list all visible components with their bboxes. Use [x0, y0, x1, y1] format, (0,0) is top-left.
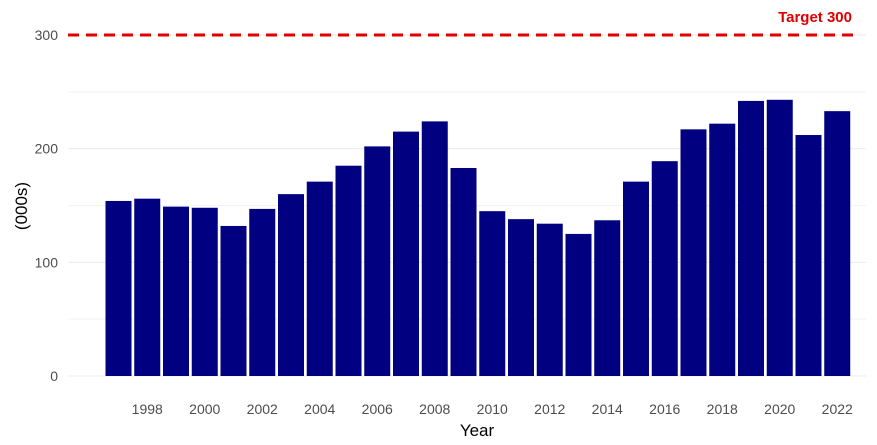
bar-2011 — [508, 219, 534, 376]
y-tick-label: 100 — [35, 254, 59, 270]
y-axis-title: (000s) — [12, 182, 31, 230]
x-tick-label: 2018 — [707, 401, 738, 417]
bar-2021 — [795, 135, 822, 376]
y-tick-label: 200 — [35, 141, 59, 157]
bar-2018 — [709, 123, 736, 376]
y-axis-ticks: 0 100 200 300 — [35, 27, 59, 384]
bar-2005 — [335, 165, 362, 376]
target-label: Target 300 — [778, 9, 852, 26]
bar-2019 — [738, 100, 764, 376]
bar-2008 — [421, 121, 448, 377]
bar-1999 — [163, 206, 189, 376]
x-tick-label: 2006 — [362, 401, 393, 417]
bar-2013 — [565, 233, 592, 376]
bar-2009 — [450, 167, 477, 376]
bar-2012 — [536, 223, 563, 376]
x-tick-label: 1998 — [132, 401, 163, 417]
x-axis-title: Year — [460, 421, 495, 440]
bar-2004 — [306, 181, 333, 376]
bar-2016 — [651, 161, 678, 376]
bar-2020 — [766, 99, 793, 376]
bar-2001 — [220, 225, 247, 376]
y-tick-label: 300 — [35, 27, 59, 43]
bar-2017 — [680, 129, 707, 376]
x-tick-label: 2016 — [649, 401, 680, 417]
x-tick-label: 2010 — [477, 401, 508, 417]
bar-2003 — [278, 194, 304, 376]
bar-2007 — [393, 131, 419, 376]
bars — [105, 99, 851, 377]
x-tick-label: 2002 — [247, 401, 278, 417]
x-axis-ticks: 1998 2000 2002 2004 2006 2008 2010 2012 2014 2016… — [132, 401, 853, 417]
bar-2006 — [364, 146, 391, 376]
x-tick-label: 2022 — [822, 401, 853, 417]
bar-1998 — [134, 198, 161, 376]
bar-2015 — [623, 181, 649, 376]
x-tick-label: 2008 — [419, 401, 450, 417]
x-tick-label: 2020 — [764, 401, 795, 417]
x-tick-label: 2000 — [189, 401, 220, 417]
bar-2010 — [479, 211, 506, 376]
x-tick-label: 2012 — [534, 401, 565, 417]
x-tick-label: 2014 — [592, 401, 623, 417]
bar-2014 — [594, 220, 621, 376]
bar-2022 — [824, 111, 851, 376]
x-tick-label: 2004 — [304, 401, 335, 417]
bar-2000 — [191, 207, 218, 376]
bar-2002 — [249, 208, 276, 376]
y-tick-label: 0 — [50, 368, 58, 384]
bar-1997 — [105, 200, 132, 376]
